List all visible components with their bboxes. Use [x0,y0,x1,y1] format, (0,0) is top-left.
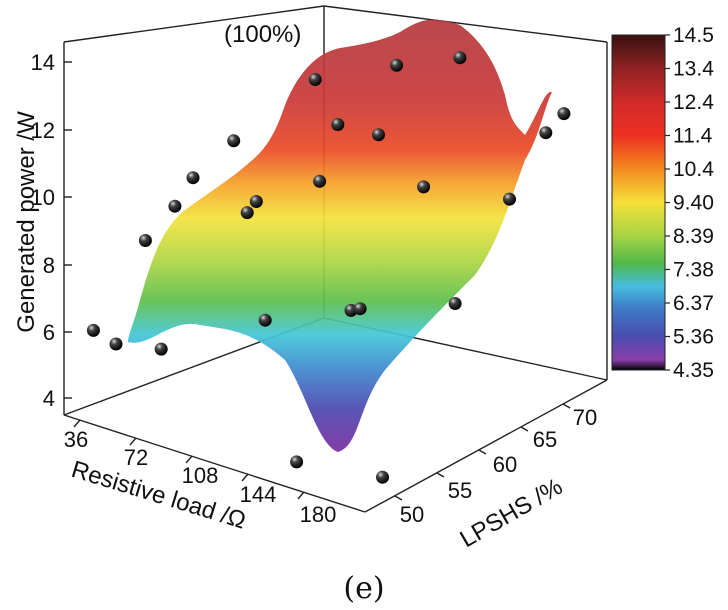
colorbar-tick-label: 9.40 [673,192,714,215]
data-point [154,342,168,356]
data-point [240,206,254,220]
data-point [372,128,385,142]
x-tick-label: 108 [182,463,219,488]
front-x-axis [63,414,366,513]
colorbar: 14.5 13.4 12.4 11.4 10.4 9.40 8.39 7.38 6.37 5.36… [611,24,714,382]
x-axis-title: Resistive load /Ω [68,456,249,535]
z-tick-label: 6 [43,320,55,345]
front-y-axis [364,379,608,513]
response-surface [128,19,552,452]
data-point [86,323,100,337]
x-tick-label: 36 [64,427,88,452]
data-point [138,234,152,247]
annotation-label: (100%) [224,21,301,48]
x-tick-label: 180 [300,502,337,527]
back-top-right [323,5,608,43]
z-tick-label: 10 [31,185,55,210]
data-point [168,199,182,213]
data-point [249,195,263,208]
data-point [503,192,516,206]
data-point [390,58,404,72]
colorbar-tick-label: 7.38 [673,259,714,282]
z-tick-label: 12 [31,118,55,143]
z-axis-title: Generated power /W [13,111,40,333]
x-tick-label: 72 [124,445,148,470]
data-point [353,302,367,316]
data-point [448,297,462,310]
colorbar-tick-label: 4.35 [673,359,714,382]
data-point [258,313,272,327]
colorbar-tick-label: 6.37 [673,292,714,315]
data-point [227,134,241,148]
colorbar-tick-label: 14.5 [673,24,714,47]
colorbar-tick-label: 10.4 [673,158,714,181]
panel-label: (e) [343,571,384,606]
colorbar-scale [611,34,666,371]
colorbar-tick-label: 8.39 [673,225,714,248]
data-point [376,470,389,484]
back-top-left [63,5,325,43]
z-tick-label: 8 [43,253,55,278]
colorbar-tick-label: 13.4 [673,58,714,81]
data-point [290,455,304,469]
z-axis: 14 12 10 8 6 4 [31,50,72,411]
data-point [308,73,322,86]
x-axis: 36 72 108 144 180 [64,419,337,527]
data-point [186,171,200,185]
data-point [453,51,467,65]
y-axis: 50 55 60 65 70 [394,403,597,527]
data-point [109,337,123,351]
x-tick-label: 144 [240,482,277,507]
data-point [331,118,345,131]
data-point [557,107,571,121]
data-point [417,180,431,194]
z-tick-label: 4 [43,386,55,411]
y-tick-label: 65 [533,427,557,452]
z-tick-label: 14 [31,50,55,75]
colorbar-tick-label: 12.4 [673,91,714,114]
data-point [539,126,553,140]
colorbar-tick-label: 11.4 [673,125,713,148]
y-tick-label: 55 [448,478,472,503]
y-axis-title: LPSHS /% [456,473,568,553]
data-point [313,174,327,188]
y-tick-label: 50 [400,502,424,527]
data-points [86,51,571,484]
colorbar-tick-label: 5.36 [673,326,714,349]
y-tick-label: 70 [573,405,597,430]
y-tick-label: 60 [493,452,517,477]
